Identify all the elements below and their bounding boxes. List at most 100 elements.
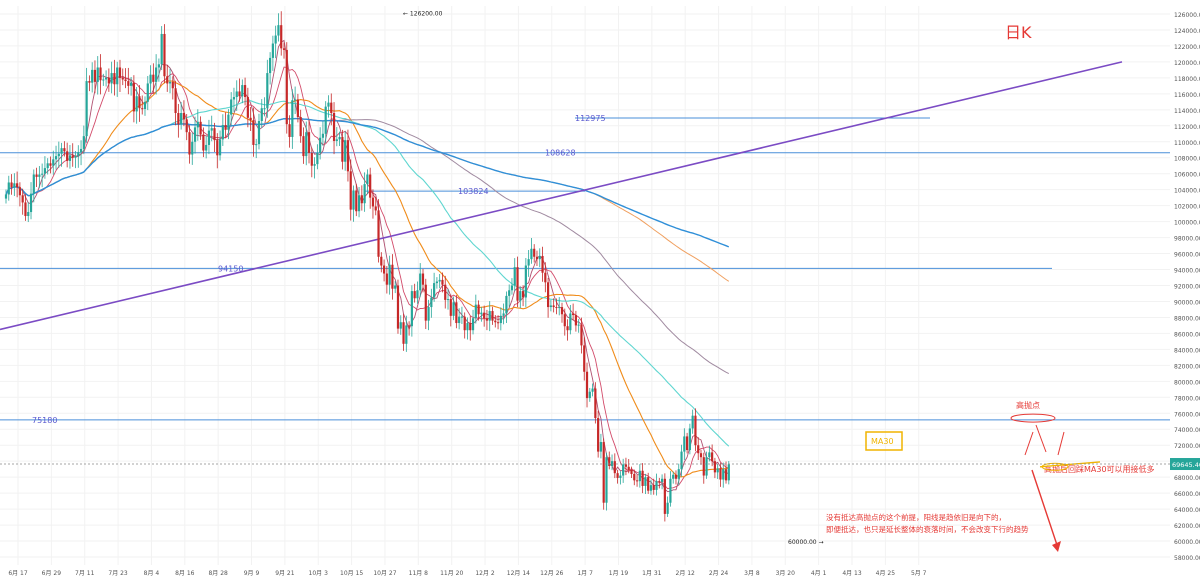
time-tick-label: 10月 15	[340, 570, 363, 577]
candle-body	[599, 442, 603, 452]
candle-body	[355, 190, 358, 212]
candle-body	[605, 457, 608, 503]
time-tick-label: 1月 7	[577, 570, 593, 577]
projection-arrow-big-down	[1031, 469, 1059, 549]
candle-body	[652, 485, 655, 490]
candle-body	[716, 468, 719, 473]
price-tick-label: 102000.00	[1174, 204, 1200, 211]
candle-body	[282, 48, 286, 50]
price-tick-label: 76000.00	[1174, 411, 1200, 418]
candle-body	[363, 184, 366, 204]
annotation-note-1: 没有抵达高抛点的这个前提，阳线是趋依旧是向下的，	[826, 512, 1006, 522]
candle-body	[118, 67, 122, 78]
candle-body	[419, 273, 422, 291]
candle-body	[538, 255, 541, 260]
candle-body	[455, 302, 458, 324]
candle-body	[74, 156, 77, 158]
candle-body	[207, 130, 211, 145]
ma-line	[5, 80, 729, 478]
candle-body	[141, 108, 144, 110]
moving-averages	[5, 39, 730, 493]
time-tick-label: 4月 25	[876, 570, 896, 577]
candle-body	[588, 391, 591, 399]
candle-body	[569, 313, 572, 331]
candle-body	[655, 481, 658, 490]
axes: 58000.00 60000.00 62000.00 64000.00 66000.00…	[0, 12, 1200, 577]
arrowhead	[1052, 541, 1061, 552]
candle-body	[533, 248, 536, 257]
candle-body	[555, 307, 558, 309]
trendline	[0, 61, 1123, 331]
candle-body	[608, 457, 611, 466]
price-tick-label: 118000.00	[1174, 76, 1200, 83]
candle-body	[199, 121, 202, 135]
candle-body	[285, 49, 288, 125]
candle-body	[408, 325, 411, 327]
candle-body	[658, 481, 661, 483]
candle-body	[360, 195, 363, 204]
candle-body	[466, 323, 469, 331]
price-tick-label: 126000.00	[1174, 12, 1200, 19]
candle-body	[622, 464, 625, 476]
candle-body	[85, 81, 88, 137]
time-tick-label: 5月 7	[911, 570, 927, 577]
candle-body	[388, 264, 391, 285]
price-tick-label: 82000.00	[1174, 363, 1200, 370]
candle-body	[485, 318, 489, 321]
candle-body	[572, 313, 575, 316]
time-tick-label: 9月 9	[244, 570, 260, 577]
time-tick-label: 10月 27	[373, 570, 396, 577]
candle-body	[458, 316, 461, 324]
candle-body	[644, 477, 647, 486]
candle-body	[227, 114, 230, 130]
candle-body	[549, 305, 552, 308]
candle-body	[291, 100, 294, 137]
candle-body	[680, 451, 683, 470]
price-tick-label: 88000.00	[1174, 315, 1200, 322]
candle-body	[230, 99, 233, 115]
candle-body	[705, 457, 708, 476]
candle-body	[46, 163, 49, 169]
candle-body	[499, 315, 502, 324]
price-tick-label: 94000.00	[1174, 268, 1200, 275]
time-tick-label: 4月 1	[811, 570, 827, 577]
candle-body	[107, 77, 110, 84]
candle-body	[624, 464, 628, 467]
candle-body	[483, 312, 486, 319]
price-tick-label: 122000.00	[1174, 44, 1200, 51]
projection-arrow-up	[1024, 431, 1034, 456]
candle-body	[99, 67, 102, 81]
candle-body	[708, 452, 711, 458]
candle-body	[241, 85, 244, 97]
annotation-high-point: 高抛点	[1016, 400, 1040, 410]
candle-body	[521, 291, 525, 298]
timeframe-label: 日K	[1005, 23, 1032, 42]
candle-body	[446, 299, 450, 301]
level-label: 75180	[32, 416, 57, 425]
candle-body	[243, 85, 247, 98]
candle-body	[694, 415, 697, 446]
time-tick-label: 11月 20	[440, 570, 463, 577]
candle-body	[660, 478, 664, 482]
candle-body	[185, 119, 188, 133]
high-marker-label: ← 126200.00	[403, 10, 443, 17]
candle-body	[124, 79, 127, 82]
candle-body	[371, 197, 375, 207]
candle-body	[366, 174, 369, 185]
candle-body	[691, 415, 694, 429]
candle-body	[641, 470, 644, 486]
annotations: ← 126200.00 60000.00 → 日K 高抛点 MA30 高抛后回踩MA30可…	[403, 10, 1155, 552]
ma-line-long	[5, 117, 730, 248]
candle-body	[102, 79, 105, 81]
candle-body	[405, 325, 408, 344]
time-tick-label: 7月 23	[108, 570, 128, 577]
candle-body	[597, 418, 600, 452]
candle-body	[171, 81, 174, 89]
candle-body	[416, 290, 419, 299]
candle-body	[577, 324, 580, 326]
annotation-ma30: MA30	[871, 437, 894, 446]
projection-arrow-down	[1035, 424, 1047, 453]
candle-body	[699, 453, 703, 458]
candle-body	[647, 477, 650, 491]
candle-body	[163, 33, 166, 77]
